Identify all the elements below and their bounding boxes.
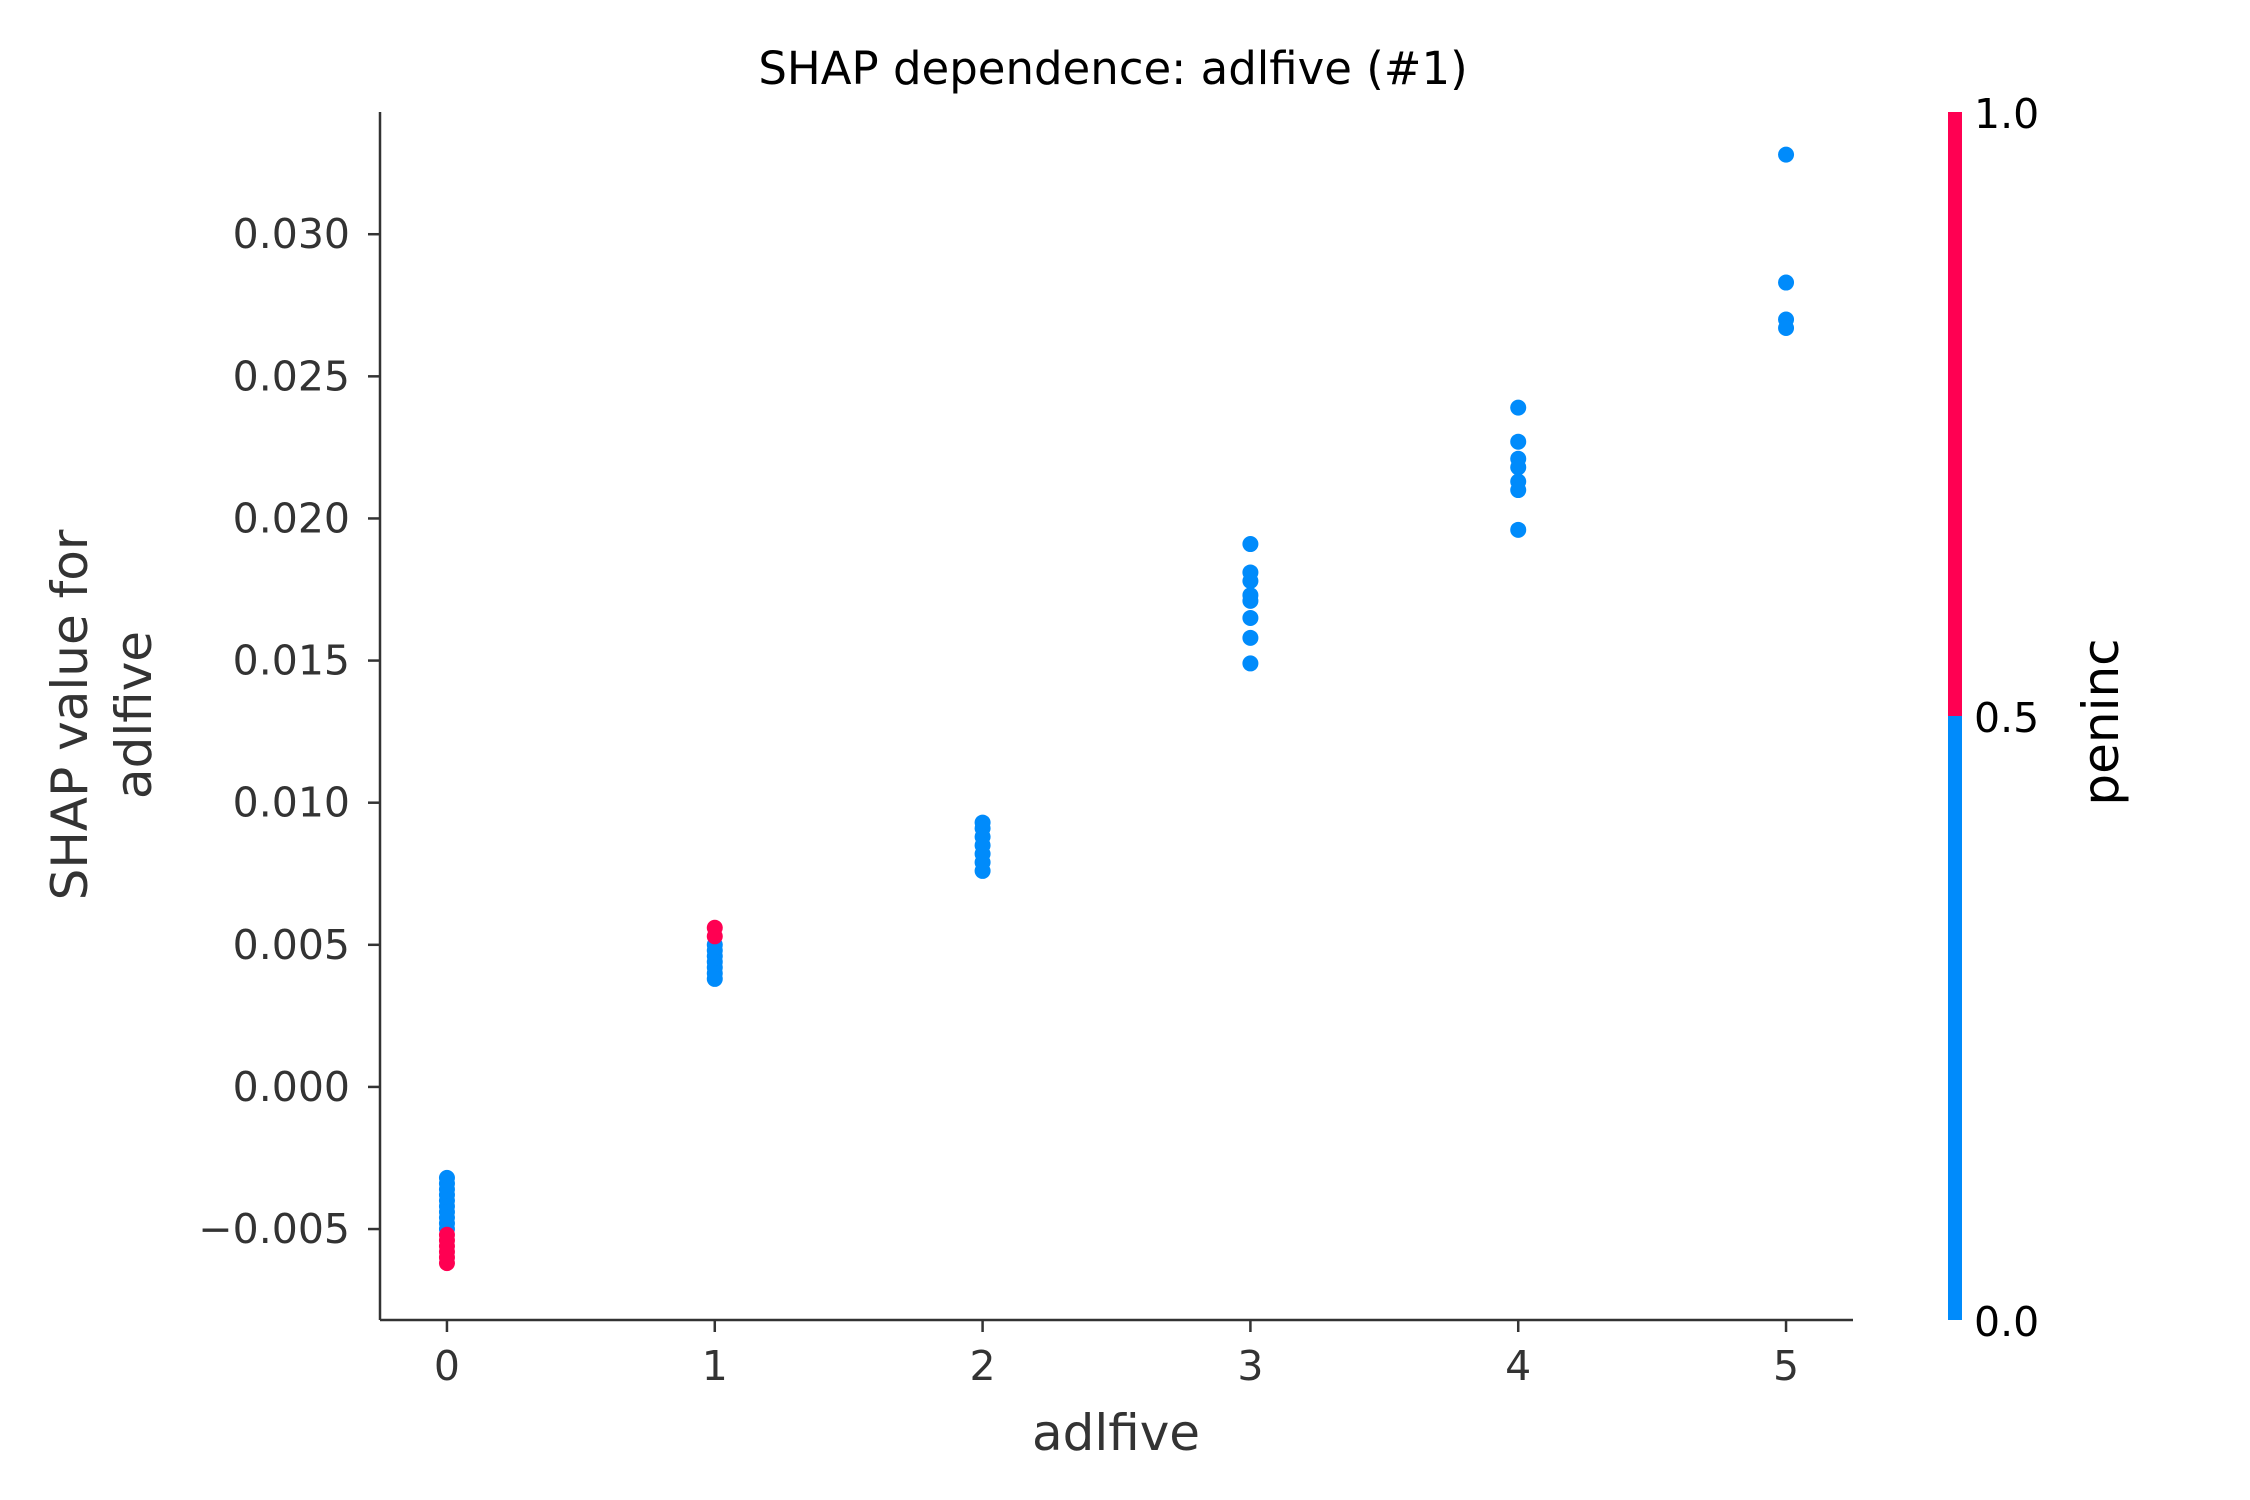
- y-axis-label-line-2: adlfive: [105, 631, 163, 799]
- data-point: [1778, 146, 1795, 163]
- colorbar-tick-mid: 0.5: [1974, 694, 2039, 742]
- colorbar-tick-low: 0.0: [1974, 1298, 2039, 1346]
- scatter-points: [438, 146, 1795, 1272]
- data-point: [1242, 629, 1259, 646]
- data-point: [1778, 274, 1795, 291]
- data-point: [1510, 459, 1527, 476]
- data-point: [1242, 609, 1259, 626]
- data-point: [438, 1255, 455, 1272]
- colorbar-tick-high: 1.0: [1974, 90, 2039, 138]
- y-axis-label-line-1: SHAP value for: [41, 529, 99, 900]
- data-point: [1510, 482, 1527, 499]
- data-point: [1242, 592, 1259, 609]
- data-point: [706, 928, 723, 945]
- x-tick-label: 4: [1505, 1342, 1531, 1390]
- y-tick-label: 0.020: [233, 494, 350, 542]
- x-ticks: 0 1 2 3 4 5: [434, 1320, 1799, 1390]
- data-point: [1242, 572, 1259, 589]
- data-point: [1242, 536, 1259, 553]
- data-point: [1242, 655, 1259, 672]
- data-point: [1778, 320, 1795, 337]
- x-axis-label: adlfive: [1032, 1404, 1200, 1462]
- colorbar-label: peninc: [2072, 638, 2130, 805]
- data-point: [706, 970, 723, 987]
- y-tick-label: 0.000: [233, 1063, 350, 1111]
- x-tick-label: 5: [1773, 1342, 1799, 1390]
- x-tick-label: 0: [434, 1342, 460, 1390]
- y-axis-label: SHAP value for adlfive: [41, 529, 163, 900]
- data-point: [1510, 521, 1527, 538]
- colorbar-gradient: [1948, 112, 1962, 1320]
- x-tick-label: 1: [702, 1342, 728, 1390]
- y-tick-label: −0.005: [198, 1205, 350, 1253]
- y-tick-label: 0.025: [233, 352, 350, 400]
- plot-axes: [378, 112, 1853, 1322]
- colorbar: 1.0 0.5 0.0 peninc: [1948, 90, 2130, 1346]
- y-tick-label: 0.005: [233, 921, 350, 969]
- y-tick-label: 0.030: [233, 210, 350, 258]
- y-tick-label: 0.010: [233, 779, 350, 827]
- y-tick-label: 0.015: [233, 637, 350, 685]
- x-tick-label: 3: [1237, 1342, 1263, 1390]
- chart-title: SHAP dependence: adlfive (#1): [758, 42, 1467, 95]
- x-tick-label: 2: [970, 1342, 996, 1390]
- data-point: [1510, 399, 1527, 416]
- y-ticks: −0.005 0.000 0.005 0.010 0.015 0.020 0.025 0.03…: [198, 210, 380, 1253]
- data-point: [974, 862, 991, 879]
- data-point: [1510, 433, 1527, 450]
